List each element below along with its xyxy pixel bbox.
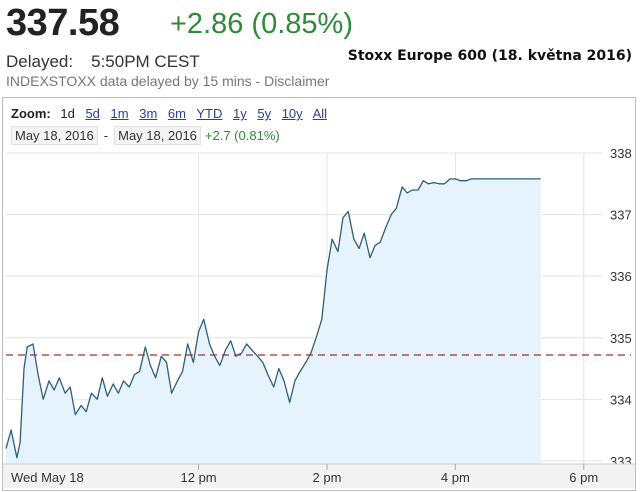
zoom-3m[interactable]: 3m [139, 106, 158, 121]
x-tick-label: Wed May 18 [11, 470, 84, 485]
x-axis-band [3, 464, 635, 488]
data-delay-note[interactable]: INDEXSTOXX data delayed by 15 mins - Dis… [6, 73, 330, 89]
range-separator: - [103, 128, 109, 143]
zoom-label: Zoom: [11, 106, 51, 121]
price-change: +2.86 (0.85%) [170, 8, 353, 40]
range-to-input[interactable]: May 18, 2016 [114, 126, 201, 145]
x-tick-label: 12 pm [181, 470, 217, 485]
range-change: +2.7 (0.81%) [204, 128, 280, 143]
last-price: 337.58 [6, 2, 120, 44]
zoom-bar: Zoom: 1d 5d 1m 3m 6m YTD 1y 5y 10y All [11, 106, 334, 121]
y-tick-label: 334 [610, 392, 632, 407]
y-tick-label: 338 [610, 146, 632, 161]
range-from-input[interactable]: May 18, 2016 [11, 126, 98, 145]
zoom-5d[interactable]: 5d [85, 106, 100, 121]
price-area [6, 178, 541, 464]
x-tick-label: 4 pm [441, 470, 470, 485]
quote-time: 5:50PM CEST [91, 52, 200, 71]
price-line[interactable] [5, 178, 541, 459]
zoom-6m[interactable]: 6m [167, 106, 186, 121]
zoom-all[interactable]: All [312, 106, 328, 121]
image-caption: Stoxx Europe 600 (18. května 2016) [347, 48, 632, 64]
zoom-1d[interactable]: 1d [60, 106, 75, 121]
zoom-ytd[interactable]: YTD [196, 106, 223, 121]
delayed-label: Delayed: [6, 52, 74, 71]
y-tick-label: 336 [610, 269, 632, 284]
y-tick-label: 337 [610, 208, 632, 223]
zoom-1m[interactable]: 1m [110, 106, 129, 121]
zoom-5y[interactable]: 5y [257, 106, 272, 121]
y-tick-label: 335 [610, 331, 632, 346]
chart-panel: Zoom: 1d 5d 1m 3m 6m YTD 1y 5y 10y All M… [2, 97, 636, 491]
date-range: May 18, 2016- May 18, 2016 +2.7 (0.81%) [11, 126, 280, 145]
x-tick-label: 6 pm [569, 470, 598, 485]
x-tick-label: 2 pm [313, 470, 342, 485]
zoom-10y[interactable]: 10y [281, 106, 303, 121]
delayed-status: Delayed: 5:50PM CEST [6, 52, 200, 72]
zoom-1y[interactable]: 1y [232, 106, 247, 121]
